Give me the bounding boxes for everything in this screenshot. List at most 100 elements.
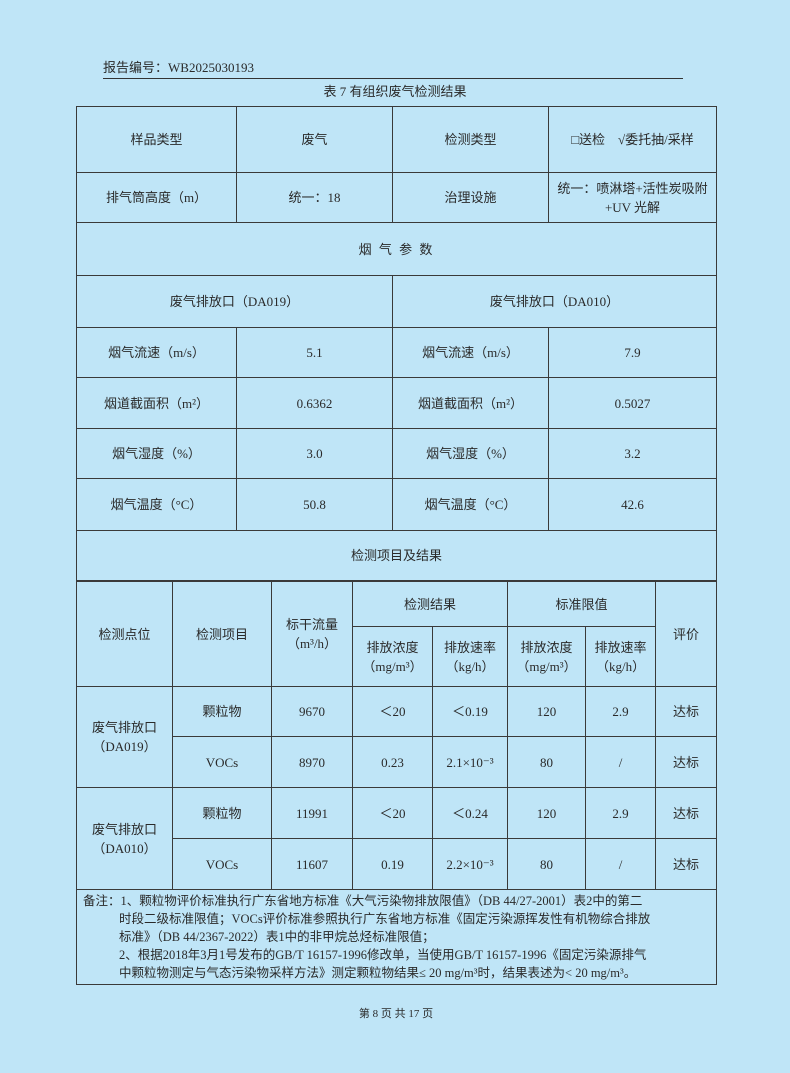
header-result: 检测结果 (351, 581, 509, 627)
sample-type-label: 样品类型 (76, 106, 237, 173)
header-conc: 排放浓度 （mg/m³） (352, 626, 433, 687)
rate: ＜0.19 (431, 686, 509, 737)
note-line: 2、根据2018年3月1号发布的GB/T 16157-1996修改单，当使用GB… (119, 948, 647, 962)
header-rate: 排放速率 （kg/h） (431, 626, 509, 687)
table-row: 烟气湿度（%） 3.0 烟气湿度（%） 3.2 (76, 428, 717, 479)
test-type-label: 检测类型 (392, 106, 549, 173)
notes: 备注：1、颗粒物评价标准执行广东省地方标准《大气污染物排放限值》（DB 44/2… (75, 889, 718, 985)
conc-label: 排放浓度 (520, 639, 573, 655)
flow: 11607 (271, 838, 353, 890)
report-number: 报告编号：WB2025030193 (103, 60, 683, 79)
header-lim-rate: 排放速率 （kg/h） (585, 626, 657, 687)
table-caption: 表 7 有组织废气检测结果 (323, 84, 467, 99)
table-row: 烟气流速（m/s） 5.1 烟气流速（m/s） 7.9 (76, 327, 717, 378)
conc: ＜20 (352, 787, 433, 839)
param-value: 50.8 (236, 478, 393, 531)
page-body: 样品类型 废气 检测类型 □送检 √委托抽/采样 排气筒高度（m） 统一：18 … (75, 106, 718, 1041)
param-value: 7.9 (548, 327, 717, 378)
lim-rate: / (585, 736, 657, 788)
treatment: 统一：喷淋塔+活性炭吸附+UV 光解 (548, 172, 717, 223)
table-row: VOCs 11607 0.19 2.2×10⁻³ 80 / 达标 (77, 838, 718, 890)
eval: 达标 (655, 686, 718, 737)
rate: ＜0.24 (431, 787, 509, 839)
table-row: 废气排放口 （DA019） 颗粒物 9670 ＜20 ＜0.19 120 2.9 … (76, 686, 718, 788)
table-row: VOCs 8970 0.23 2.1×10⁻³ 80 / 达标 (77, 736, 718, 788)
header-limit: 标准限值 (507, 581, 657, 627)
param-label: 烟道截面积（m²） (392, 377, 549, 429)
stack-height: 统一：18 (236, 172, 393, 223)
param-value: 3.2 (548, 428, 717, 479)
rate-unit: （kg/h） (595, 658, 646, 674)
table-row: 烟道截面积（m²） 0.6362 烟道截面积（m²） 0.5027 (76, 377, 717, 429)
page-footer: 第 8 页 共 17 页 (358, 1008, 434, 1020)
lim-rate: 2.9 (585, 787, 657, 839)
point-cell: 废气排放口 （DA010） (76, 787, 173, 890)
table-row: 样品类型 废气 检测类型 □送检 √委托抽/采样 (76, 106, 717, 173)
param-label: 烟气流速（m/s） (392, 327, 549, 378)
lim-rate: 2.9 (585, 686, 657, 737)
test-type: □送检 √委托抽/采样 (548, 106, 717, 173)
item: VOCs (172, 736, 272, 788)
header-flow-unit: （m³/h） (286, 636, 338, 651)
sample-type: 废气 (236, 106, 393, 173)
param-value: 0.5027 (548, 377, 717, 429)
rate: 2.1×10⁻³ (431, 736, 509, 788)
lim-conc: 80 (507, 838, 587, 890)
conc-label: 排放浓度 (366, 639, 419, 655)
conc-unit: （mg/m³） (362, 658, 423, 674)
header-lim-conc: 排放浓度 （mg/m³） (507, 626, 587, 687)
point-cell: 废气排放口 （DA019） (76, 686, 173, 788)
header-flow: 标干流量 （m³/h） (271, 581, 353, 687)
param-label: 烟道截面积（m²） (76, 377, 237, 429)
eval: 达标 (655, 736, 718, 788)
results-table: 检测点位 检测项目 标干流量 （m³/h） 检测结果 标准限值 评价 排放浓度 （m… (75, 581, 718, 985)
table-row: 排气筒高度（m） 统一：18 治理设施 统一：喷淋塔+活性炭吸附+UV 光解 (76, 172, 717, 223)
table-row: 废气排放口 （DA010） 颗粒物 11991 ＜20 ＜0.24 120 2.9… (76, 787, 718, 890)
param-label: 烟气湿度（%） (392, 428, 549, 479)
header-point: 检测点位 (76, 581, 173, 687)
results-title: 检测项目及结果 (76, 530, 717, 581)
point-name: 废气排放口 (91, 720, 157, 735)
outlet-da010: 废气排放口（DA010） (392, 275, 717, 328)
eval: 达标 (655, 838, 718, 890)
flue-title: 烟 气 参 数 (76, 222, 717, 276)
conc: 0.23 (352, 736, 433, 788)
param-label: 烟气温度（°C） (76, 478, 237, 531)
rate-label: 排放速率 (594, 639, 647, 655)
item: 颗粒物 (172, 787, 272, 839)
item: VOCs (172, 838, 272, 890)
header-flow-label: 标干流量 (285, 617, 338, 632)
param-value: 3.0 (236, 428, 393, 479)
lim-conc: 80 (507, 736, 587, 788)
conc: 0.19 (352, 838, 433, 890)
note-line: 中颗粒物测定与气态污染物采样方法》测定颗粒物结果≤ 20 mg/m³时，结果表述… (119, 966, 637, 980)
note-line: 标准》（DB 44/2367-2022）表1中的非甲烷总烃标准限值； (119, 930, 435, 944)
note-line: 时段二级标准限值；VOCs评价标准参照执行广东省地方标准《固定污染源挥发性有机物… (119, 912, 651, 926)
param-label: 烟气温度（°C） (392, 478, 549, 531)
point-code: （DA010） (92, 840, 157, 856)
flow: 9670 (271, 686, 353, 737)
point-code: （DA019） (92, 739, 157, 754)
table-row: 烟气温度（°C） 50.8 烟气温度（°C） 42.6 (76, 478, 717, 531)
param-value: 0.6362 (236, 377, 393, 429)
param-label: 烟气湿度（%） (76, 428, 237, 479)
item: 颗粒物 (172, 686, 272, 737)
param-label: 烟气流速（m/s） (76, 327, 237, 378)
rate-unit: （kg/h） (445, 658, 495, 674)
rate: 2.2×10⁻³ (431, 838, 509, 890)
outlet-da019: 废气排放口（DA019） (76, 275, 393, 328)
header-eval: 评价 (655, 581, 718, 687)
rate-label: 排放速率 (444, 639, 497, 655)
point-name: 废气排放口 (91, 821, 157, 837)
param-value: 5.1 (236, 327, 393, 378)
param-value: 42.6 (548, 478, 717, 531)
treatment-label: 治理设施 (392, 172, 549, 223)
flow: 8970 (271, 736, 353, 788)
stack-height-label: 排气筒高度（m） (76, 172, 237, 223)
note-line: 备注：1、颗粒物评价标准执行广东省地方标准《大气污染物排放限值》（DB 44/2… (83, 894, 643, 908)
lim-rate: / (585, 838, 657, 890)
header-item: 检测项目 (172, 581, 272, 687)
lim-conc: 120 (507, 686, 587, 737)
conc-unit: （mg/m³） (516, 658, 577, 674)
eval: 达标 (655, 787, 718, 839)
